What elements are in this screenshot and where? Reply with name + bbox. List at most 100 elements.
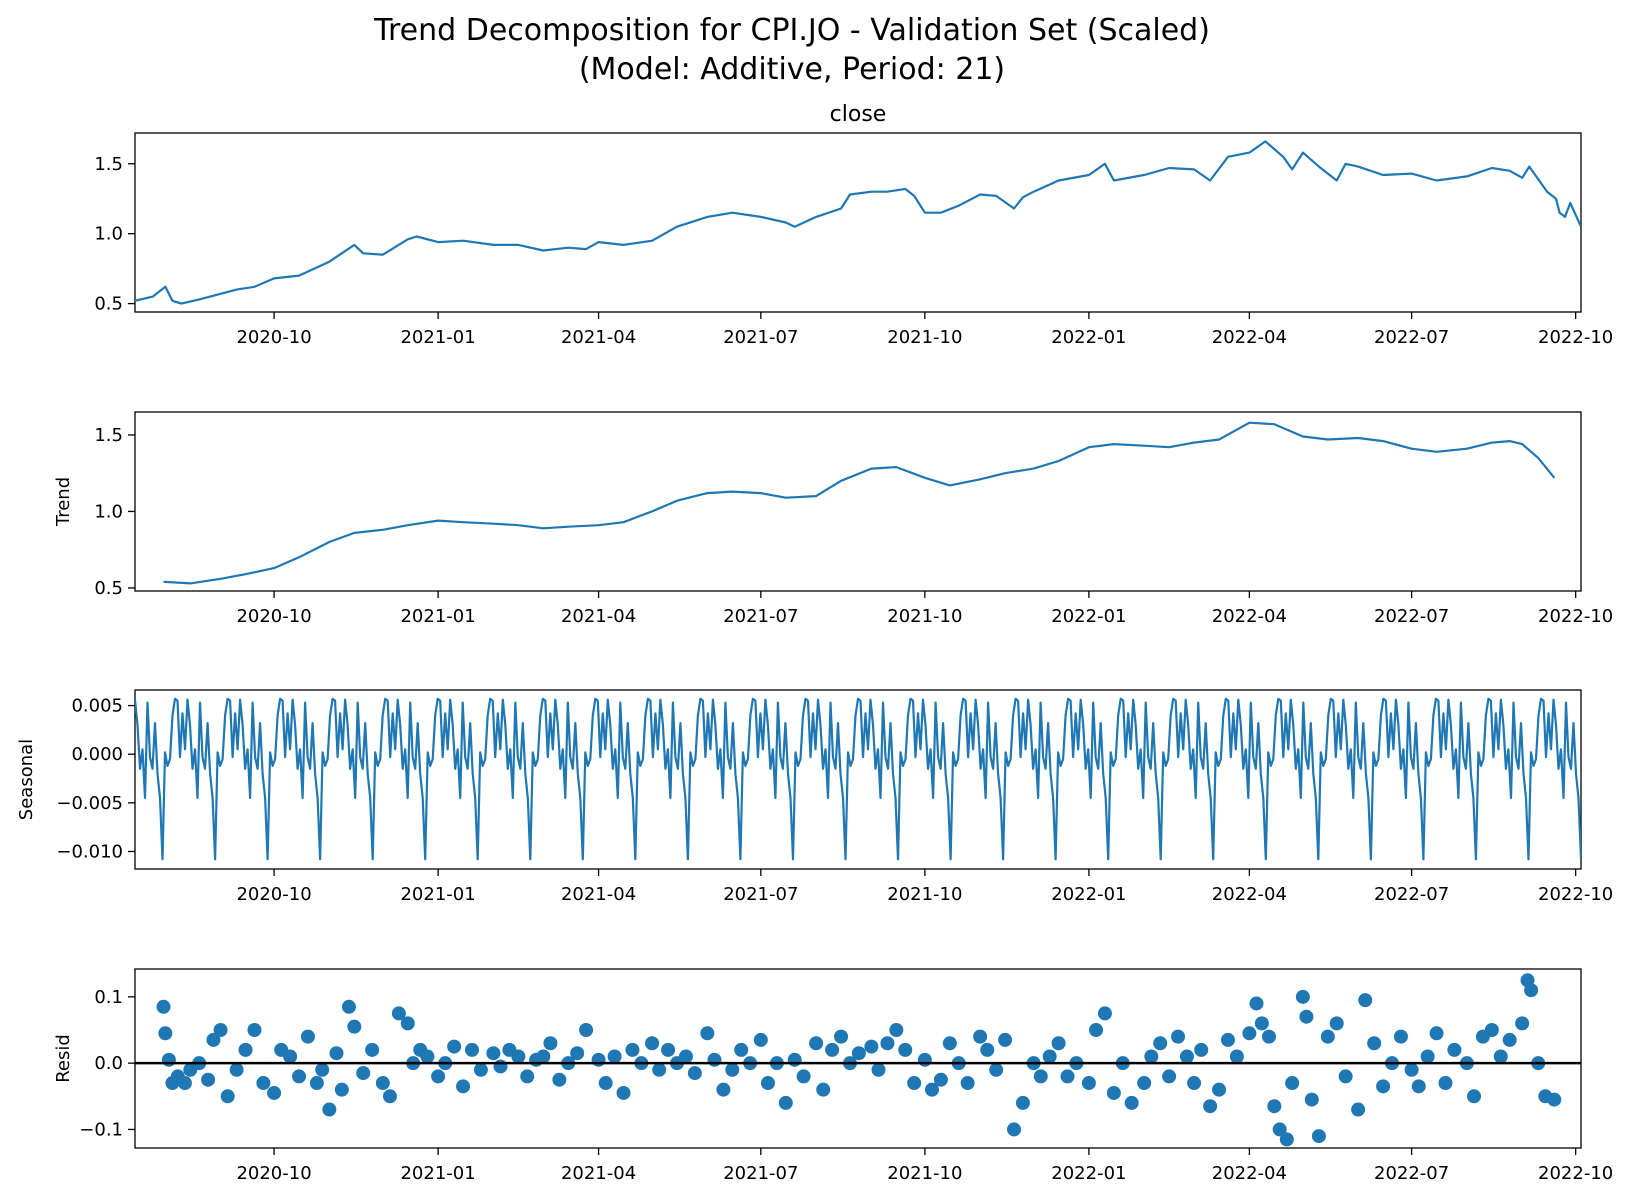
figure-title-line-2: (Model: Additive, Period: 21) — [579, 52, 1005, 87]
resid-point — [1502, 1032, 1517, 1047]
resid-point — [391, 1006, 406, 1021]
x-tick-label: 2021-10 — [887, 1163, 962, 1184]
resid-point — [1304, 1092, 1319, 1107]
resid-point — [787, 1052, 802, 1067]
resid-point — [1203, 1099, 1218, 1114]
resid-point — [889, 1022, 904, 1037]
resid-point — [365, 1042, 380, 1057]
resid-point — [1081, 1076, 1096, 1091]
resid-point — [645, 1036, 660, 1051]
resid-point — [1420, 1049, 1435, 1064]
x-tick-label: 2020-10 — [236, 327, 311, 348]
y-tick-label: 1.0 — [94, 501, 123, 522]
x-tick-label: 2022-07 — [1374, 327, 1449, 348]
resid-point — [570, 1046, 585, 1061]
y-tick-label: 1.5 — [94, 154, 123, 175]
resid-point — [917, 1052, 932, 1067]
x-tick-label: 2021-01 — [400, 606, 475, 627]
resid-point — [256, 1076, 271, 1091]
x-tick-label: 2020-10 — [236, 884, 311, 905]
x-tick-label: 2022-10 — [1538, 606, 1613, 627]
resid-point — [292, 1069, 307, 1084]
resid-point — [753, 1032, 768, 1047]
resid-point — [1254, 1016, 1269, 1031]
resid-point — [1447, 1042, 1462, 1057]
resid-point — [579, 1022, 594, 1037]
x-tick-label: 2021-07 — [723, 1163, 798, 1184]
resid-point — [356, 1066, 371, 1081]
plot-frame — [134, 689, 1582, 870]
resid-point — [851, 1046, 866, 1061]
resid-point — [1493, 1049, 1508, 1064]
resid-point — [1249, 996, 1264, 1011]
resid-point — [1393, 1029, 1408, 1044]
resid-point — [1051, 1036, 1066, 1051]
x-tick-label: 2021-07 — [723, 327, 798, 348]
resid-point — [536, 1049, 551, 1064]
y-tick-label: 1.5 — [94, 425, 123, 446]
y-tick-label: 0.5 — [94, 294, 123, 315]
x-tick-label: 2022-01 — [1051, 884, 1126, 905]
resid-point — [1404, 1062, 1419, 1077]
resid-point — [725, 1062, 740, 1077]
resid-point — [598, 1076, 613, 1091]
resid-point — [1299, 1009, 1314, 1024]
resid-point — [1261, 1029, 1276, 1044]
x-tick-label: 2021-10 — [887, 327, 962, 348]
resid-point — [322, 1102, 337, 1117]
resid-point — [1411, 1079, 1426, 1094]
resid-point — [980, 1042, 995, 1057]
panel-3: 2020-10 2021-01 2021-04 2021-07 2021-10 2022-… — [16, 689, 1613, 905]
y-tick-label: −0.1 — [79, 1119, 123, 1140]
resid-point — [796, 1069, 811, 1084]
resid-point — [591, 1052, 606, 1067]
resid-point — [1358, 993, 1373, 1008]
series-line — [163, 421, 1556, 585]
resid-point — [816, 1082, 831, 1097]
resid-point — [871, 1062, 886, 1077]
panels: 2020-10 2021-01 2021-04 2021-07 2021-10 2022-… — [16, 102, 1613, 1184]
plot-frame — [134, 132, 1582, 313]
resid-point — [213, 1022, 228, 1037]
resid-point — [661, 1042, 676, 1057]
resid-point — [1153, 1036, 1168, 1051]
resid-point — [1320, 1029, 1335, 1044]
resid-point — [1376, 1079, 1391, 1094]
resid-point — [1089, 1022, 1104, 1037]
resid-point — [1467, 1089, 1482, 1104]
resid-point — [625, 1042, 640, 1057]
resid-point — [161, 1052, 176, 1067]
resid-point — [1124, 1095, 1139, 1110]
resid-point — [1033, 1069, 1048, 1084]
resid-point — [1429, 1026, 1444, 1041]
resid-point — [1187, 1076, 1202, 1091]
resid-point — [220, 1089, 235, 1104]
resid-point — [511, 1049, 526, 1064]
y-tick-label: 0.005 — [71, 696, 123, 717]
series-line — [135, 140, 1581, 305]
resid-point — [734, 1042, 749, 1057]
resid-point — [520, 1069, 535, 1084]
x-tick-label: 2021-04 — [561, 327, 636, 348]
resid-point — [1060, 1069, 1075, 1084]
resid-point — [687, 1066, 702, 1081]
resid-point — [825, 1042, 840, 1057]
resid-point — [177, 1076, 192, 1091]
panel-2: 2020-10 2021-01 2021-04 2021-07 2021-10 2022-… — [53, 411, 1613, 627]
resid-point — [778, 1095, 793, 1110]
x-tick-label: 2022-07 — [1374, 884, 1449, 905]
panel-4: 2020-10 2021-01 2021-04 2021-07 2021-10 2022-… — [53, 968, 1613, 1184]
resid-point — [267, 1085, 282, 1100]
resid-point — [382, 1089, 397, 1104]
resid-point — [1162, 1069, 1177, 1084]
resid-point — [1171, 1029, 1186, 1044]
x-tick-label: 2022-04 — [1212, 1163, 1287, 1184]
resid-point — [1007, 1122, 1022, 1137]
resid-point — [924, 1082, 939, 1097]
resid-point — [1144, 1049, 1159, 1064]
resid-point — [238, 1042, 253, 1057]
resid-point — [880, 1036, 895, 1051]
x-tick-label: 2021-07 — [723, 606, 798, 627]
resid-point — [1272, 1122, 1287, 1137]
seasonal-line — [135, 697, 1581, 861]
